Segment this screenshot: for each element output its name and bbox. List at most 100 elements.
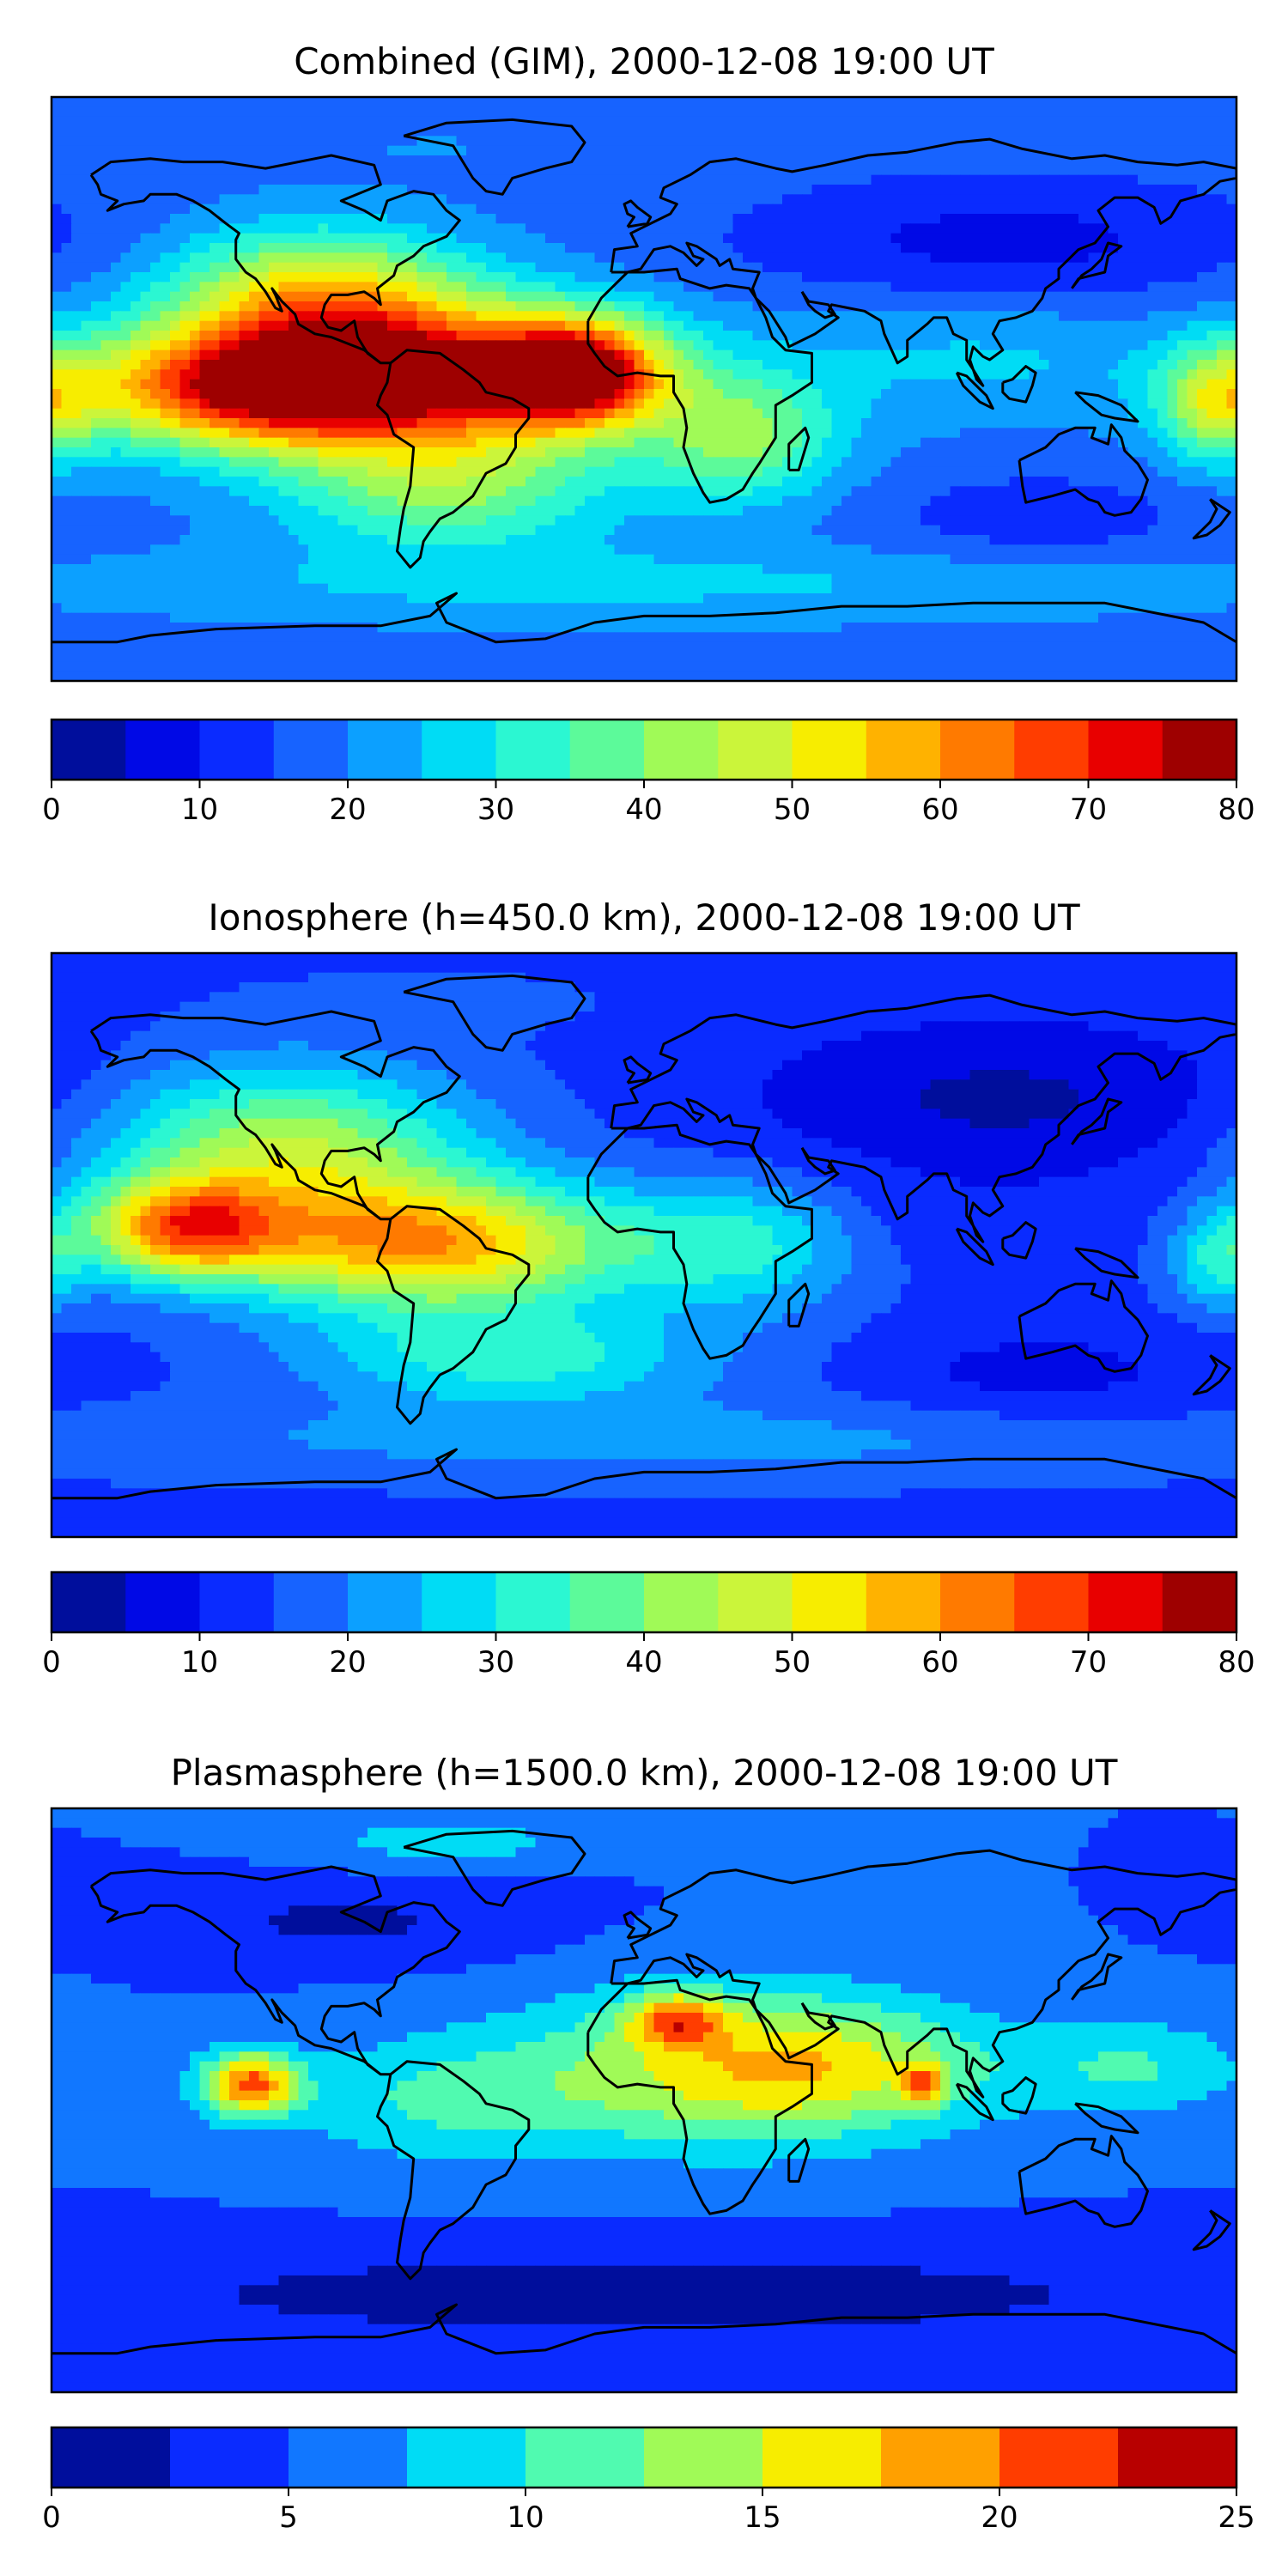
heatmap-cell [179,437,191,448]
heatmap-cell [624,457,635,468]
heatmap-cell [989,262,1000,273]
heatmap-cell [960,466,971,477]
heatmap-cell [476,447,487,458]
heatmap-cell [555,369,566,380]
heatmap-cell [1019,437,1030,448]
heatmap-cell [111,437,122,448]
heatmap-cell [732,437,744,448]
heatmap-cell [150,477,161,487]
heatmap-cell [190,252,201,264]
heatmap-cell [634,194,645,205]
heatmap-cell [308,331,319,341]
heatmap-cell [683,262,695,273]
heatmap-cell [743,126,754,137]
heatmap-cell [328,408,339,419]
heatmap-cell [318,437,329,448]
heatmap-cell [881,320,892,331]
heatmap-cell [486,437,497,448]
heatmap-cell [1088,252,1099,264]
heatmap-cell [594,194,605,205]
heatmap-cell [1048,320,1060,331]
heatmap-cell [337,349,349,361]
heatmap-cell [822,389,833,399]
heatmap-cell [1147,136,1158,147]
heatmap-cell [574,262,586,273]
heatmap-cell [1206,185,1218,195]
heatmap-cell [822,331,833,341]
heatmap-cell [91,477,102,487]
heatmap-cell [1048,466,1060,477]
heatmap-cell [170,145,181,156]
heatmap-cell [377,185,388,195]
heatmap-cell [52,447,63,458]
heatmap-cell [969,447,981,458]
heatmap-cell [1127,174,1139,185]
heatmap-cell [930,369,941,380]
heatmap-cell [71,174,82,185]
heatmap-cell [703,174,714,185]
heatmap-cell [466,126,477,137]
heatmap-cell [1029,320,1040,331]
heatmap-cell [901,486,912,497]
heatmap-cell [772,155,783,166]
heatmap-cell [1167,194,1178,205]
heatmap-cell [1138,301,1149,312]
heatmap-cell [387,145,398,156]
heatmap-cell [160,379,171,390]
heatmap-cell [1039,301,1050,312]
heatmap-cell [1009,340,1020,351]
heatmap-cell [664,116,675,127]
heatmap-cell [506,301,517,312]
heatmap-cell [624,360,635,370]
heatmap-cell [348,106,359,118]
heatmap-cell [1187,145,1198,156]
heatmap-cell [693,174,704,185]
heatmap-cell [732,389,744,399]
heatmap-cell [1206,282,1218,293]
heatmap-cell [555,252,566,264]
heatmap-cell [713,185,724,195]
heatmap-cell [1206,369,1218,380]
heatmap-cell [901,126,912,137]
heatmap-cell [565,418,576,428]
heatmap-cell [1098,477,1109,487]
heatmap-cell [515,272,526,283]
heatmap-cell [871,437,882,448]
heatmap-cell [1147,418,1158,428]
heatmap-cell [1206,223,1218,234]
heatmap-cell [792,194,803,205]
heatmap-cell [1048,379,1060,390]
heatmap-cell [476,282,487,293]
heatmap-cell [792,428,803,439]
heatmap-cell [258,233,270,244]
heatmap-cell [910,398,921,410]
heatmap-cell [585,291,596,302]
heatmap-cell [831,408,842,419]
heatmap-cell [890,408,902,419]
heatmap-cell [308,291,319,302]
heatmap-cell [732,97,744,107]
heatmap-cell [792,437,803,448]
heatmap-cell [466,379,477,390]
heatmap-cell [762,466,774,477]
heatmap-cell [100,340,112,351]
heatmap-cell [871,447,882,458]
heatmap-cell [131,136,142,147]
heatmap-cell [170,272,181,283]
heatmap-cell [1088,379,1099,390]
heatmap-cell [91,428,102,439]
heatmap-cell [1078,447,1090,458]
heatmap-cell [605,379,616,390]
heatmap-cell [1127,349,1139,361]
heatmap-cell [150,194,161,205]
heatmap-cell [1019,447,1030,458]
heatmap-cell [71,466,82,477]
heatmap-cell [881,262,892,273]
heatmap-cell [683,194,695,205]
heatmap-cell [1019,145,1030,156]
heatmap-cell [930,486,941,497]
heatmap-cell [1108,486,1119,497]
heatmap-cell [802,233,813,244]
heatmap-cell [387,495,398,507]
heatmap-cell [308,233,319,244]
